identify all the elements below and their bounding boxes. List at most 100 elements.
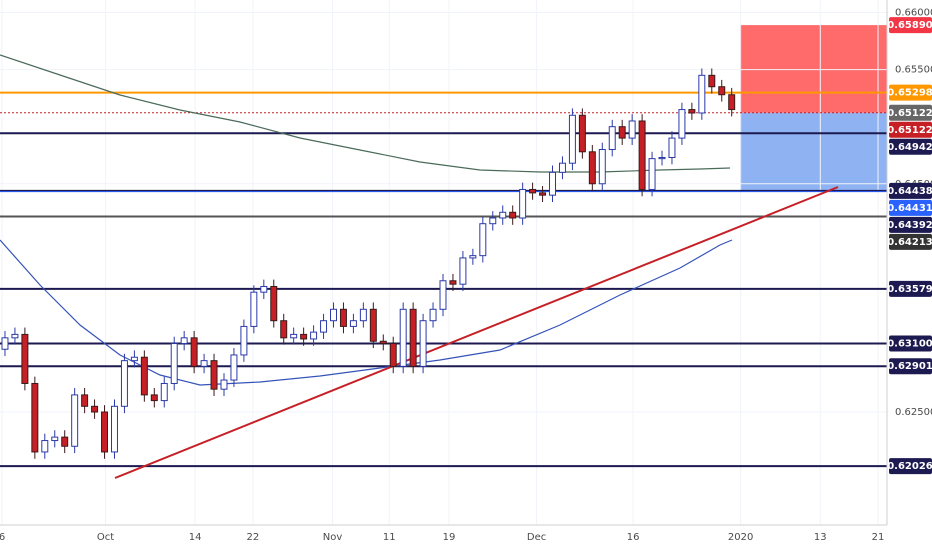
- candle-body: [509, 211, 517, 219]
- candle-body: [41, 440, 49, 453]
- price-label-box: [889, 216, 932, 233]
- price-label-box: [889, 358, 932, 375]
- candle-body: [499, 211, 507, 219]
- x-tick-label: 11: [383, 532, 396, 543]
- price-label: 0.65122: [887, 125, 932, 136]
- price-label-box: [889, 233, 932, 250]
- candle-body: [658, 157, 666, 160]
- candle-body: [628, 120, 636, 139]
- x-tick-label: Nov: [323, 532, 343, 543]
- candle-body: [230, 354, 238, 381]
- candle-body: [11, 333, 19, 339]
- price-label: 0.63579: [887, 284, 932, 295]
- candle-body: [220, 379, 228, 390]
- price-label-box: [889, 199, 932, 216]
- candle-body: [578, 114, 586, 153]
- target-zone: [740, 112, 887, 191]
- price-label: 0.65122: [887, 108, 932, 119]
- x-tick-label: 19: [443, 532, 456, 543]
- price-label: 0.64942: [887, 142, 932, 153]
- price-label-box: [889, 104, 932, 121]
- grid: [0, 0, 887, 525]
- price-labels: 0.65890 0.65298 0.65122 0.65122 0.64942 0.644…: [887, 17, 932, 475]
- price-label-box: [889, 458, 932, 475]
- candle-body: [260, 285, 268, 293]
- candle-body: [379, 340, 387, 345]
- candle-body: [688, 109, 696, 114]
- candle-body: [399, 308, 407, 367]
- candle-body: [240, 325, 248, 356]
- candle-body: [439, 280, 447, 310]
- candle-body: [549, 171, 556, 196]
- candle-body: [429, 308, 437, 322]
- candle-body: [708, 74, 716, 88]
- price-label: 0.62901: [887, 361, 932, 372]
- candle-body: [638, 120, 646, 190]
- candle-body: [180, 337, 188, 345]
- candle-body: [110, 405, 118, 453]
- candle-body: [648, 158, 656, 190]
- candle-body: [290, 333, 298, 339]
- price-label: 0.65890: [887, 20, 932, 31]
- x-tick-label: Dec: [527, 532, 546, 543]
- price-label: 0.62026: [887, 461, 932, 472]
- candle-body: [409, 308, 417, 367]
- price-label-box: [889, 17, 932, 34]
- target-zone: [740, 25, 887, 113]
- candle-body: [310, 331, 318, 340]
- candle-body: [170, 343, 178, 384]
- candle-body: [150, 394, 158, 402]
- price-label: 0.64392: [887, 220, 932, 231]
- candle-body: [608, 126, 616, 151]
- x-tick-label: 2020: [728, 532, 753, 543]
- candle-body: [668, 137, 676, 158]
- candle-body: [728, 94, 736, 111]
- candle-body: [349, 320, 357, 327]
- candle-body: [210, 360, 218, 390]
- price-label-box: [889, 121, 932, 138]
- x-tick-label: 13: [814, 532, 827, 543]
- candle-body: [529, 188, 537, 194]
- price-label-box: [889, 182, 932, 199]
- candle-body: [588, 151, 596, 185]
- candle-body: [539, 192, 547, 196]
- candle-body: [359, 308, 367, 322]
- price-label-box: [889, 280, 932, 297]
- x-tick-label: 21: [872, 532, 885, 543]
- x-tick-label: 22: [246, 532, 259, 543]
- candle-body: [130, 356, 138, 362]
- price-label-box: [889, 84, 932, 101]
- candle-body: [71, 394, 79, 447]
- candle-body: [598, 149, 606, 185]
- candle-body: [698, 74, 706, 114]
- moving-average-fast: [0, 239, 733, 386]
- candle-body: [419, 320, 427, 367]
- candle-body: [200, 360, 208, 367]
- candle-body: [1, 337, 9, 350]
- candle-body: [469, 255, 477, 259]
- candle-body: [558, 162, 566, 173]
- candle-body: [81, 394, 89, 407]
- candle-body: [369, 308, 377, 342]
- x-tick-label: 6: [0, 532, 5, 543]
- zones: [740, 25, 887, 191]
- x-tick-label: 16: [627, 532, 640, 543]
- candle-body: [718, 86, 726, 96]
- candle-body: [459, 257, 467, 285]
- candle-body: [339, 308, 347, 327]
- price-label-box: [889, 138, 932, 155]
- candle-body: [678, 109, 686, 139]
- y-tick-label: 0.62500: [895, 407, 932, 418]
- candle-body: [280, 320, 288, 339]
- x-tick-label: 14: [189, 532, 202, 543]
- candle-body: [101, 411, 109, 453]
- price-label: 0.64431: [887, 203, 932, 214]
- candles: [1, 68, 736, 459]
- candle-body: [618, 126, 626, 139]
- candle-body: [568, 114, 576, 164]
- candle-body: [270, 285, 278, 322]
- candle-body: [449, 280, 457, 285]
